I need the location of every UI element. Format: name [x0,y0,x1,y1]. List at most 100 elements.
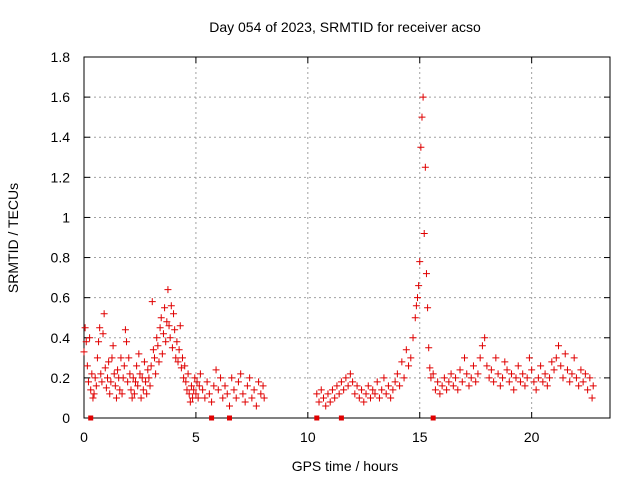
data-point [447,370,455,378]
data-point [129,374,137,382]
data-point [427,374,435,382]
data-point [369,386,377,394]
data-point [557,362,565,370]
data-point [360,398,368,406]
data-point [436,390,444,398]
data-point [184,370,192,378]
data-point [570,354,578,362]
data-point [193,378,201,386]
data-point [358,386,366,394]
data-point [90,390,98,398]
data-point [180,374,188,382]
data-point [107,378,115,386]
data-point [425,344,433,352]
data-point [581,370,589,378]
data-point [414,294,422,302]
data-point [182,378,190,386]
data-point [124,378,132,386]
data-point [382,390,390,398]
data-point [322,402,330,410]
data-point [137,394,145,402]
data-point [589,382,597,390]
data-point [429,370,437,378]
data-point [185,390,193,398]
data-point [419,93,427,101]
data-point [393,370,401,378]
y-tick-label: 0 [62,410,70,426]
data-point [186,398,194,406]
data-point [205,390,213,398]
data-point [108,354,116,362]
data-point [478,342,486,350]
data-point [183,386,191,394]
data-point [416,258,424,266]
data-point [147,362,155,370]
data-point [203,378,211,386]
data-point [223,390,231,398]
data-point [494,370,502,378]
data-point [93,354,101,362]
data-point [191,374,199,382]
data-point [421,163,429,171]
data-point [174,358,182,366]
data-point [523,374,531,382]
data-point [375,394,383,402]
x-tick-label: 5 [192,429,200,445]
data-point [130,390,138,398]
data-point [106,390,114,398]
data-point [168,344,176,352]
data-point [110,370,118,378]
data-point [228,374,236,382]
data-point [588,394,596,402]
data-point [532,386,540,394]
data-point [463,370,471,378]
data-point [142,378,150,386]
data-point [465,382,473,390]
data-point [490,378,498,386]
data-point [492,354,500,362]
data-point [541,370,549,378]
data-point [331,394,339,402]
data-point [342,374,350,382]
data-point [176,322,184,330]
zero-marker [430,415,436,421]
data-point [434,378,442,386]
data-point [516,378,524,386]
y-axis-label: SRMTID / TECUs [5,183,21,293]
data-point [195,382,203,390]
data-point [178,354,186,362]
data-point [104,374,112,382]
data-point [84,378,92,386]
data-point [548,358,556,366]
data-point [120,362,128,370]
data-point [389,386,397,394]
axis-ticks: 0 0.2 0.4 0.6 0.8 1 1.2 1.4 1.6 1.8 0 5 10 15 20 [51,49,610,445]
data-point [153,334,161,342]
data-point [510,386,518,394]
x-tick-label: 0 [80,429,88,445]
zero-marker [88,415,94,421]
data-point [146,382,154,390]
data-point [315,398,323,406]
data-point [534,374,542,382]
data-point [487,366,495,374]
data-point [151,354,159,362]
data-point [445,378,453,386]
data-point [252,402,260,410]
data-point [485,374,493,382]
y-tick-label: 0.2 [51,370,71,386]
data-point [98,378,106,386]
data-point [476,354,484,362]
data-point [155,358,163,366]
data-point [364,382,372,390]
data-point [559,374,567,382]
data-point [105,358,113,366]
data-point [409,334,417,342]
data-point [333,382,341,390]
grid-lines [84,57,610,418]
data-point [89,394,97,402]
data-point [97,370,105,378]
data-point [335,390,343,398]
data-point [190,386,198,394]
data-point [164,286,172,294]
